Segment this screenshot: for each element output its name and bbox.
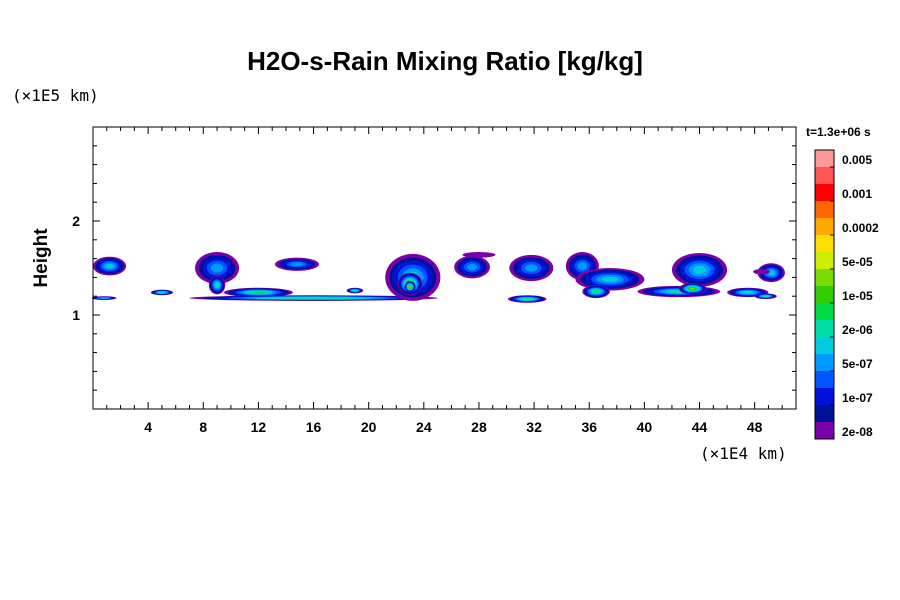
x-tick-label: 40 [637, 419, 653, 435]
colorbar-label: 1e-07 [842, 391, 873, 405]
x-tick-label: 28 [471, 419, 487, 435]
colorbar-swatch [815, 235, 834, 252]
colorbar-label: 2e-06 [842, 323, 873, 337]
cloud-contour [692, 265, 707, 274]
colorbar-swatch [815, 371, 834, 388]
colorbar-frame [814, 149, 835, 440]
chart-title: H2O-s-Rain Mixing Ratio [kg/kg] [247, 46, 643, 76]
colorbar-swatch [815, 337, 834, 354]
x-tick-label: 8 [199, 419, 207, 435]
cloud-contour [743, 291, 753, 294]
colorbar-label: 2e-08 [842, 425, 873, 439]
colorbar-swatch [815, 303, 834, 320]
plot-frame [92, 126, 797, 410]
cloud-contour [521, 297, 534, 301]
colorbar-swatch [815, 405, 834, 422]
colorbar-label: 0.0002 [842, 221, 879, 235]
x-tick-label: 20 [361, 419, 377, 435]
cloud-contour [290, 262, 304, 267]
colorbar-swatch [815, 252, 834, 269]
colorbar-swatch [815, 354, 834, 371]
x-unit-label: (×1E4 km) [700, 444, 787, 463]
colorbar-swatch [815, 286, 834, 303]
cloud-contour [408, 285, 412, 289]
cloud-contour [753, 268, 770, 275]
cloud-contour [762, 295, 770, 298]
x-tick-label: 48 [747, 419, 763, 435]
x-tick-label: 44 [692, 419, 708, 435]
colorbar-label: 5e-07 [842, 357, 873, 371]
x-tick-label: 32 [526, 419, 542, 435]
y-tick-label: 2 [72, 213, 80, 229]
colorbar-label: 0.005 [842, 153, 872, 167]
heatmap-field [91, 252, 785, 303]
x-tick-label: 16 [306, 419, 322, 435]
time-label: t=1.3e+06 s [806, 125, 871, 139]
x-tick-label: 24 [416, 419, 432, 435]
cloud-contour [352, 289, 358, 292]
colorbar-swatch [815, 218, 834, 235]
y-unit-label: (×1E5 km) [12, 86, 99, 105]
cloud-contour [462, 252, 496, 258]
colorbar-swatch [815, 150, 834, 167]
cloud-contour [601, 276, 619, 283]
cloud-contour [158, 291, 166, 294]
colorbar-swatch [815, 167, 834, 184]
colorbar-swatch [815, 201, 834, 218]
colorbar-label: 0.001 [842, 187, 872, 201]
cloud-contour [525, 264, 538, 272]
cloud-contour [215, 282, 219, 287]
colorbar-swatch [815, 184, 834, 201]
colorbar-swatch [815, 269, 834, 286]
colorbar-label: 5e-05 [842, 255, 873, 269]
cloud-contour [577, 262, 588, 271]
colorbar-swatch [815, 388, 834, 405]
colorbar-swatch [815, 320, 834, 337]
cloud-contour [210, 263, 224, 273]
cloud-contour [593, 290, 599, 293]
cloud-contour [252, 291, 265, 294]
x-tick-label: 36 [581, 419, 597, 435]
colorbar-label: 1e-05 [842, 289, 873, 303]
colorbar: 0.005 0.001 0.0002 5e-05 1e-05 2e-06 5e-07 1e-0… [814, 149, 879, 440]
cloud-contour [267, 297, 361, 300]
x-tick-label: 4 [144, 419, 152, 435]
x-tick-label: 12 [251, 419, 267, 435]
cloud-contour [98, 297, 110, 299]
cloud-contour [105, 263, 114, 269]
cloud-contour [466, 263, 478, 271]
cloud-contour [690, 287, 695, 290]
colorbar-swatch [815, 422, 834, 439]
y-tick-label: 1 [72, 307, 80, 323]
